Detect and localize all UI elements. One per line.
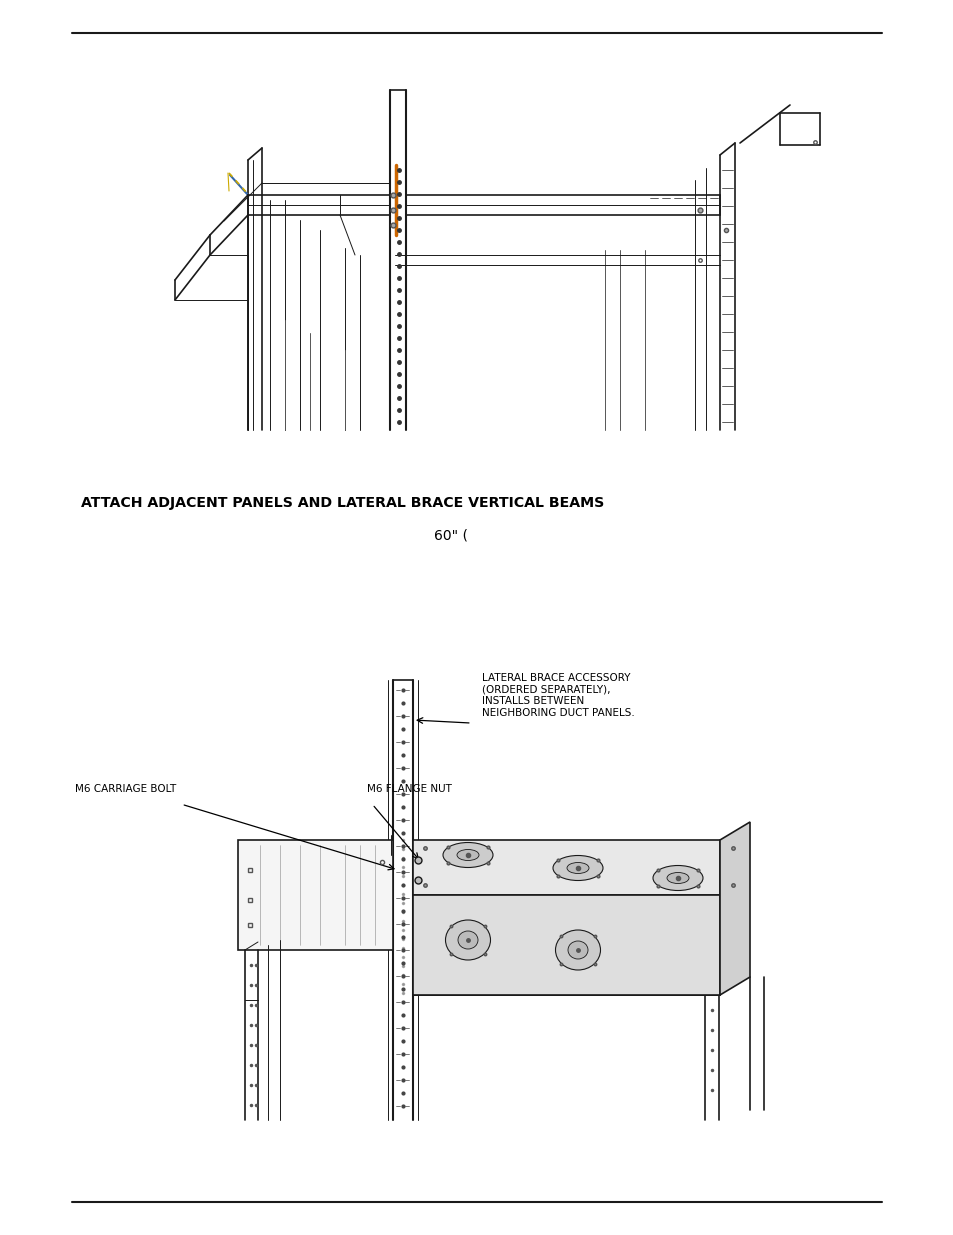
Polygon shape <box>237 840 393 950</box>
Text: 60" (: 60" ( <box>434 529 468 542</box>
Ellipse shape <box>666 872 688 883</box>
Ellipse shape <box>567 941 587 960</box>
Ellipse shape <box>555 930 599 969</box>
Ellipse shape <box>445 920 490 960</box>
Text: ATTACH ADJACENT PANELS AND LATERAL BRACE VERTICAL BEAMS: ATTACH ADJACENT PANELS AND LATERAL BRACE… <box>81 496 603 510</box>
Text: LATERAL BRACE ACCESSORY
(ORDERED SEPARATELY),
INSTALLS BETWEEN
NEIGHBORING DUCT : LATERAL BRACE ACCESSORY (ORDERED SEPARAT… <box>481 673 634 718</box>
Polygon shape <box>720 823 749 995</box>
Polygon shape <box>413 840 720 895</box>
Polygon shape <box>413 895 720 995</box>
Text: M6 FLANGE NUT: M6 FLANGE NUT <box>367 784 452 794</box>
Ellipse shape <box>566 862 588 873</box>
Text: M6 CARRIAGE BOLT: M6 CARRIAGE BOLT <box>75 784 176 794</box>
Ellipse shape <box>652 866 702 890</box>
Ellipse shape <box>442 842 493 867</box>
Ellipse shape <box>553 856 602 881</box>
Ellipse shape <box>457 931 477 948</box>
Ellipse shape <box>456 850 478 861</box>
